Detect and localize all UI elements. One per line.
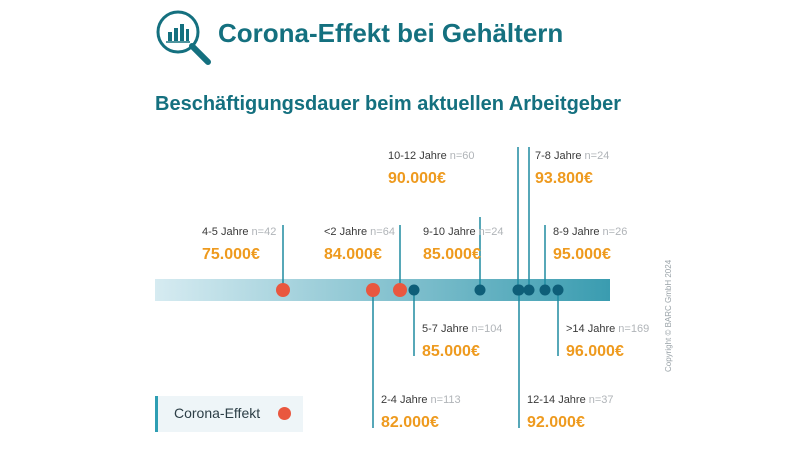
point-label: 7-8 Jahre n=24 93.800€ <box>535 146 609 188</box>
salary-value-label: 92.000€ <box>527 414 585 431</box>
salary-value-label: 84.000€ <box>324 246 382 263</box>
sample-size-label: n=37 <box>588 394 614 406</box>
point-label: 2-4 Jahre n=113 82.000€ <box>381 390 461 432</box>
salary-value-label: 75.000€ <box>202 246 260 263</box>
point-label: 8-9 Jahre n=26 95.000€ <box>553 222 627 264</box>
sample-size-label: n=26 <box>602 226 628 238</box>
data-point <box>523 284 535 296</box>
sample-size-label: n=42 <box>251 226 277 238</box>
point-label: 12-14 Jahre n=37 92.000€ <box>527 390 614 432</box>
salary-value-label: 93.800€ <box>535 170 593 187</box>
corona-point <box>276 283 290 297</box>
point-label: >14 Jahre n=169 96.000€ <box>566 319 649 361</box>
point-label: 5-7 Jahre n=104 85.000€ <box>422 319 502 361</box>
salary-value-label: 96.000€ <box>566 343 624 360</box>
corona-point <box>393 283 407 297</box>
chart-subtitle: Beschäftigungsdauer beim aktuellen Arbei… <box>155 93 622 115</box>
data-point <box>513 284 525 296</box>
category-label: 7-8 Jahre <box>535 150 585 162</box>
data-point <box>539 284 551 296</box>
sample-size-label: n=104 <box>471 323 503 335</box>
sample-size-label: n=60 <box>449 150 475 162</box>
sample-size-label: n=113 <box>430 394 461 406</box>
point-label: 9-10 Jahre n=24 85.000€ <box>423 222 503 264</box>
point-label: 4-5 Jahre n=42 75.000€ <box>202 222 276 264</box>
point-label: 10-12 Jahre n=60 90.000€ <box>388 146 475 188</box>
category-label: 9-10 Jahre <box>423 226 479 238</box>
category-label: 5-7 Jahre <box>422 323 472 335</box>
timeline-bar <box>155 279 610 301</box>
category-label: 10-12 Jahre <box>388 150 450 162</box>
point-label: <2 Jahre n=64 84.000€ <box>324 222 395 264</box>
legend-label: Corona-Effekt <box>174 405 261 421</box>
data-point <box>474 284 486 296</box>
data-point <box>408 284 420 296</box>
category-label: 8-9 Jahre <box>553 226 603 238</box>
salary-value-label: 90.000€ <box>388 170 446 187</box>
corona-point <box>366 283 380 297</box>
magnifier-chart-icon <box>156 10 211 65</box>
category-label: <2 Jahre <box>324 226 371 238</box>
salary-value-label: 82.000€ <box>381 414 439 431</box>
sample-size-label: n=64 <box>370 226 395 238</box>
sample-size-label: n=169 <box>618 323 650 335</box>
sample-size-label: n=24 <box>478 226 504 238</box>
page-title: Corona-Effekt bei Gehältern <box>218 18 564 48</box>
salary-value-label: 85.000€ <box>423 246 481 263</box>
legend-corona-dot <box>278 407 291 420</box>
legend: Corona-Effekt <box>155 396 303 432</box>
category-label: 2-4 Jahre <box>381 394 431 406</box>
category-label: >14 Jahre <box>566 323 619 335</box>
data-point <box>552 284 564 296</box>
salary-value-label: 95.000€ <box>553 246 611 263</box>
salary-value-label: 85.000€ <box>422 343 480 360</box>
category-label: 12-14 Jahre <box>527 394 589 406</box>
sample-size-label: n=24 <box>584 150 610 162</box>
category-label: 4-5 Jahre <box>202 226 252 238</box>
